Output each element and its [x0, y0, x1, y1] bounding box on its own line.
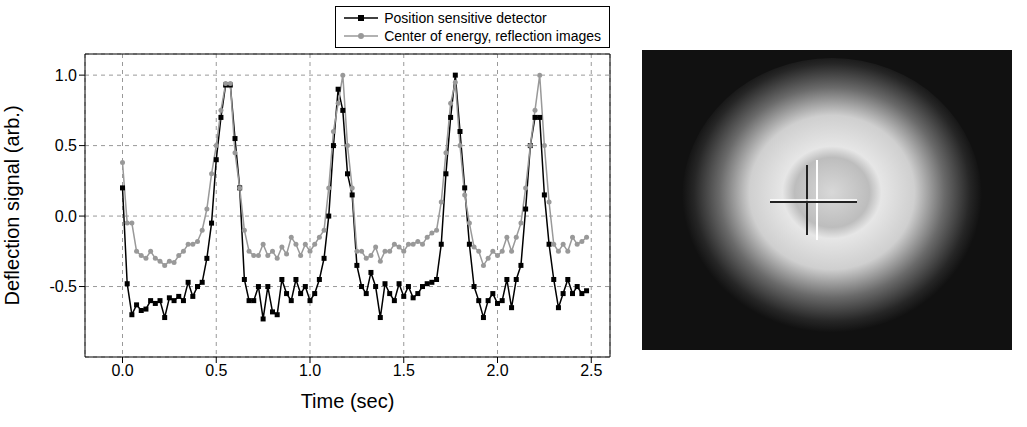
svg-text:Time (sec): Time (sec) — [301, 390, 395, 412]
svg-text:0.0: 0.0 — [111, 362, 133, 379]
svg-text:2.5: 2.5 — [580, 362, 602, 379]
svg-text:1.5: 1.5 — [393, 362, 415, 379]
html-text:Position sensitive detector: Position sensitive detector — [384, 10, 547, 26]
svg-text:1.0: 1.0 — [299, 362, 321, 379]
svg-text:1.0: 1.0 — [55, 67, 77, 84]
svg-text:0.5: 0.5 — [55, 137, 77, 154]
svg-text:-0.5: -0.5 — [49, 278, 77, 295]
html-text:Center of energy, reflection i: Center of energy, reflection images — [384, 28, 601, 44]
svg-text:Deflection signal (arb.): Deflection signal (arb.) — [1, 105, 23, 305]
svg-text:0.5: 0.5 — [205, 362, 227, 379]
svg-text:2.0: 2.0 — [486, 362, 508, 379]
svg-text:0.0: 0.0 — [55, 208, 77, 225]
